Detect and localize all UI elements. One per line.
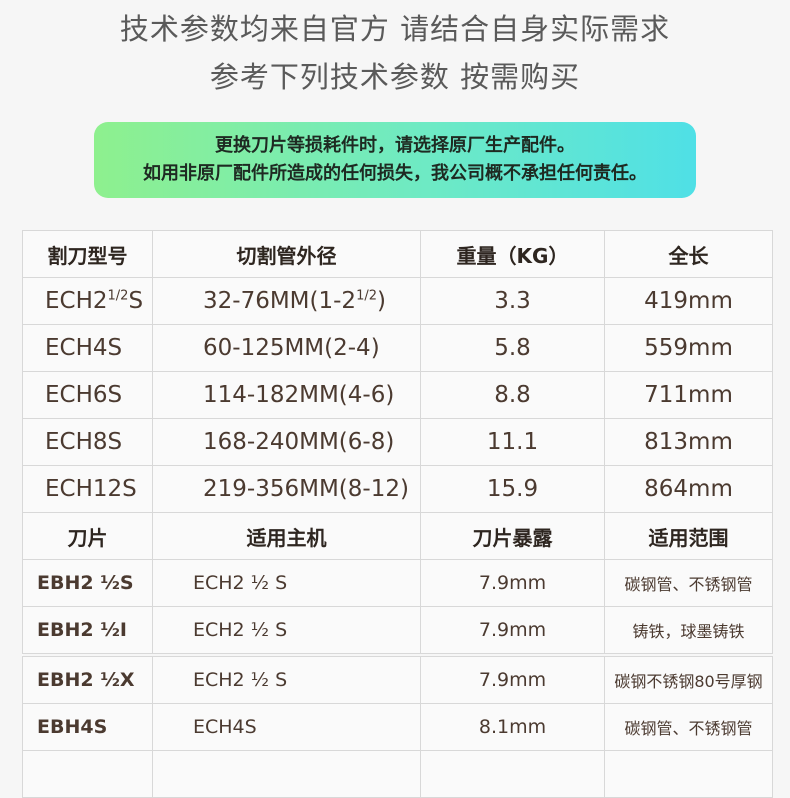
cutter-row: ECH4S 60-125MM(2-4) 5.8 559mm bbox=[22, 324, 773, 372]
range-cell-suffix: ) bbox=[376, 288, 386, 314]
weight-cell: 3.3 bbox=[420, 277, 605, 325]
model-cell-text: ECH6S bbox=[45, 382, 123, 408]
column-header: 刀片暴露 bbox=[420, 512, 605, 560]
notice-banner: 更换刀片等损耗件时，请选择原厂生产配件。 如用非原厂配件所造成的任何损失，我公司… bbox=[94, 122, 696, 198]
scope-cell: 碳钢不锈钢80号厚钢 bbox=[604, 656, 773, 704]
table-row-partial bbox=[22, 750, 773, 798]
range-cell: 114-182MM(4-6) bbox=[152, 371, 421, 419]
length-cell: 559mm bbox=[604, 324, 773, 372]
column-header: 重量（KG） bbox=[420, 230, 605, 278]
host-cell: ECH2 ½ S bbox=[152, 559, 421, 607]
model-cell-text: ECH4S bbox=[45, 335, 123, 361]
model-cell-text: ECH12S bbox=[45, 476, 137, 502]
blade-cell: EBH2 ½X bbox=[22, 656, 153, 704]
scope-cell: 碳钢管、不锈钢管 bbox=[604, 559, 773, 607]
model-cell: ECH12S bbox=[22, 465, 153, 513]
scope-cell: 碳钢管、不锈钢管 bbox=[604, 703, 773, 751]
range-cell: 32-76MM(1-21/2) bbox=[152, 277, 421, 325]
range-cell-text: 219-356MM(8-12) bbox=[203, 476, 409, 502]
length-cell: 864mm bbox=[604, 465, 773, 513]
column-header: 全长 bbox=[604, 230, 773, 278]
length-cell: 419mm bbox=[604, 277, 773, 325]
host-cell: ECH2 ½ S bbox=[152, 656, 421, 704]
notice-line-1: 更换刀片等损耗件时，请选择原厂生产配件。 bbox=[215, 135, 575, 156]
range-cell: 219-356MM(8-12) bbox=[152, 465, 421, 513]
host-cell: ECH4S bbox=[152, 703, 421, 751]
weight-cell: 5.8 bbox=[420, 324, 605, 372]
range-cell-fraction: 1/2 bbox=[356, 288, 377, 304]
weight-cell: 15.9 bbox=[420, 465, 605, 513]
exposure-cell: 8.1mm bbox=[420, 703, 605, 751]
model-cell: ECH8S bbox=[22, 418, 153, 466]
model-cell: ECH4S bbox=[22, 324, 153, 372]
range-cell-text: 32-76MM(1-2 bbox=[203, 288, 357, 314]
blade-row: EBH2 ½S ECH2 ½ S 7.9mm 碳钢管、不锈钢管 bbox=[22, 559, 773, 607]
exposure-cell: 7.9mm bbox=[420, 559, 605, 607]
range-cell-text: 60-125MM(2-4) bbox=[203, 335, 380, 361]
column-header: 适用主机 bbox=[152, 512, 421, 560]
weight-cell: 11.1 bbox=[420, 418, 605, 466]
column-header: 适用范围 bbox=[604, 512, 773, 560]
exposure-cell: 7.9mm bbox=[420, 606, 605, 654]
blade-row: EBH2 ½X ECH2 ½ S 7.9mm 碳钢不锈钢80号厚钢 bbox=[22, 656, 773, 704]
blade-row: EBH2 ½I ECH2 ½ S 7.9mm 铸铁，球墨铸铁 bbox=[22, 606, 773, 654]
blade-cell: EBH2 ½S bbox=[22, 559, 153, 607]
model-cell-suffix: S bbox=[128, 288, 144, 314]
weight-cell: 8.8 bbox=[420, 371, 605, 419]
header-line-2: 参考下列技术参数 按需购买 bbox=[209, 60, 581, 94]
cutter-row: ECH21/2S 32-76MM(1-21/2) 3.3 419mm bbox=[22, 277, 773, 325]
spec-table: 割刀型号 切割管外径 重量（KG） 全长 ECH21/2S 32-76MM(1-21/2)… bbox=[22, 230, 773, 798]
length-cell: 813mm bbox=[604, 418, 773, 466]
column-header: 切割管外径 bbox=[152, 230, 421, 278]
table-header-row: 割刀型号 切割管外径 重量（KG） 全长 bbox=[22, 230, 773, 278]
scope-cell: 铸铁，球墨铸铁 bbox=[604, 606, 773, 654]
column-header: 割刀型号 bbox=[22, 230, 153, 278]
cutter-row: ECH6S 114-182MM(4-6) 8.8 711mm bbox=[22, 371, 773, 419]
range-cell-text: 114-182MM(4-6) bbox=[203, 382, 395, 408]
notice-line-2: 如用非原厂配件所造成的任何损失，我公司概不承担任何责任。 bbox=[143, 163, 647, 184]
blade-row: EBH4S ECH4S 8.1mm 碳钢管、不锈钢管 bbox=[22, 703, 773, 751]
blade-cell: EBH2 ½I bbox=[22, 606, 153, 654]
range-cell: 60-125MM(2-4) bbox=[152, 324, 421, 372]
range-cell: 168-240MM(6-8) bbox=[152, 418, 421, 466]
model-cell: ECH6S bbox=[22, 371, 153, 419]
model-cell-text: ECH8S bbox=[45, 429, 123, 455]
host-cell: ECH2 ½ S bbox=[152, 606, 421, 654]
cutter-row: ECH8S 168-240MM(6-8) 11.1 813mm bbox=[22, 418, 773, 466]
model-cell-text: ECH2 bbox=[45, 288, 108, 314]
cutter-row: ECH12S 219-356MM(8-12) 15.9 864mm bbox=[22, 465, 773, 513]
model-cell-fraction: 1/2 bbox=[107, 288, 129, 304]
range-cell-text: 168-240MM(6-8) bbox=[203, 429, 395, 455]
blade-cell: EBH4S bbox=[22, 703, 153, 751]
table-header-row: 刀片 适用主机 刀片暴露 适用范围 bbox=[22, 512, 773, 560]
length-cell: 711mm bbox=[604, 371, 773, 419]
header-line-1: 技术参数均来自官方 请结合自身实际需求 bbox=[119, 12, 671, 46]
exposure-cell: 7.9mm bbox=[420, 656, 605, 704]
column-header: 刀片 bbox=[22, 512, 153, 560]
model-cell: ECH21/2S bbox=[22, 277, 153, 325]
